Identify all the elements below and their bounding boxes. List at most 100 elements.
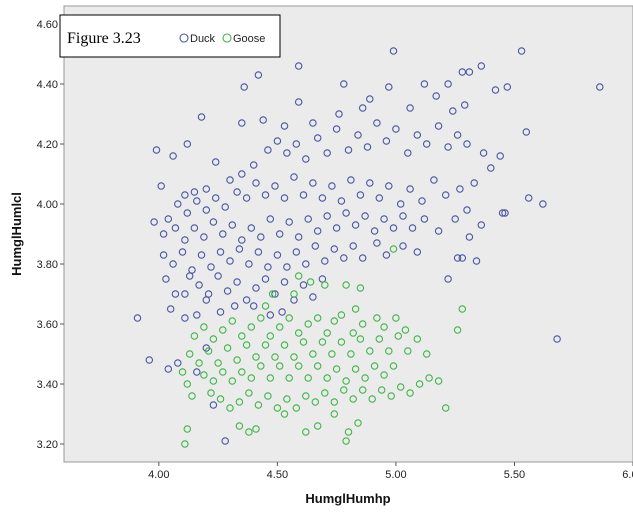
duck-point <box>451 215 459 223</box>
duck-point <box>223 287 232 295</box>
goose-point <box>247 374 256 382</box>
duck-point <box>292 140 301 148</box>
duck-point <box>373 119 381 127</box>
duck-point <box>472 257 481 265</box>
duck-point <box>211 194 220 202</box>
duck-point <box>363 143 372 151</box>
goose-point <box>254 401 263 409</box>
goose-point <box>425 374 433 382</box>
goose-point <box>377 386 386 394</box>
duck-point <box>453 131 462 139</box>
duck-point <box>477 221 486 229</box>
duck-point <box>193 197 201 205</box>
duck-point <box>413 131 422 139</box>
duck-point <box>257 233 265 241</box>
goose-point <box>392 314 400 322</box>
x-tick-label: 4.00 <box>148 469 169 481</box>
duck-point <box>389 224 398 232</box>
duck-point <box>266 311 275 319</box>
y-tick-label: 4.40 <box>37 79 58 91</box>
goose-point <box>261 302 270 310</box>
duck-point <box>399 242 407 250</box>
goose-point <box>332 365 341 373</box>
goose-point <box>337 338 346 346</box>
duck-point <box>458 68 467 76</box>
goose-point <box>342 377 350 385</box>
duck-point <box>190 224 199 232</box>
duck-point <box>254 248 263 256</box>
duck-point <box>392 125 400 133</box>
legend-box: Figure 3.23 Duck Goose <box>59 14 281 58</box>
duck-point <box>278 308 286 316</box>
duck-point <box>375 194 384 202</box>
duck-point <box>491 86 500 94</box>
duck-point <box>422 140 431 148</box>
duck-point <box>252 179 260 187</box>
duck-point <box>349 242 357 250</box>
goose-point <box>190 332 199 340</box>
duck-point <box>240 83 248 91</box>
y-tick-label: 4.60 <box>37 19 58 31</box>
duck-point <box>166 305 175 313</box>
duck-point <box>209 401 218 409</box>
duck-point <box>463 206 471 214</box>
x-tick-label: 6.00 <box>622 469 633 481</box>
goose-point <box>396 383 405 391</box>
duck-point <box>406 185 414 193</box>
duck-point <box>150 218 158 226</box>
y-tick-label: 3.40 <box>37 379 58 391</box>
duck-point <box>202 206 211 214</box>
goose-point <box>264 392 272 400</box>
duck-point <box>280 194 289 202</box>
duck-point <box>389 47 398 55</box>
duck-point <box>524 194 533 202</box>
goose-point <box>207 389 215 397</box>
duck-point <box>458 254 467 262</box>
goose-point <box>302 392 310 400</box>
goose-point <box>252 353 260 361</box>
duck-point <box>193 368 201 376</box>
duck-point <box>487 164 495 172</box>
goose-point <box>309 350 317 358</box>
duck-point <box>465 68 474 76</box>
goose-point <box>290 290 298 298</box>
duck-point <box>273 251 282 259</box>
duck-point <box>382 251 391 259</box>
duck-point <box>197 251 206 259</box>
duck-point <box>356 191 365 199</box>
goose-point <box>185 350 194 358</box>
goose-point <box>294 329 303 337</box>
goose-point <box>361 374 369 382</box>
duck-point <box>245 260 253 268</box>
goose-point <box>275 323 284 331</box>
duck-point <box>169 152 177 160</box>
goose-point <box>219 368 227 376</box>
duck-point <box>290 173 298 181</box>
goose-point <box>178 368 187 376</box>
duck-point <box>430 176 438 184</box>
goose-point <box>394 332 403 340</box>
goose-point <box>330 398 339 406</box>
goose-point <box>313 422 322 430</box>
duck-point <box>418 197 426 205</box>
duck-point <box>181 290 189 298</box>
y-axis-label: HumglHumlcl <box>9 192 24 276</box>
duck-point <box>254 71 263 79</box>
duck-point <box>460 101 469 109</box>
axes: 4.00 4.50 5.00 5.50 6.00 3.20 3.40 3.60 3.80 4.00… <box>37 19 633 481</box>
duck-point <box>249 161 258 169</box>
duck-point <box>174 359 182 367</box>
duck-point <box>465 233 474 241</box>
duck-point <box>340 254 348 262</box>
goose-point <box>216 395 225 403</box>
goose-point <box>344 428 353 436</box>
goose-point <box>238 332 246 340</box>
goose-point <box>351 365 360 373</box>
duck-point <box>311 242 320 250</box>
goose-point <box>387 392 395 400</box>
goose-point <box>304 374 312 382</box>
duck-point <box>539 200 547 208</box>
duck-point <box>309 179 317 187</box>
goose-point <box>257 314 265 322</box>
